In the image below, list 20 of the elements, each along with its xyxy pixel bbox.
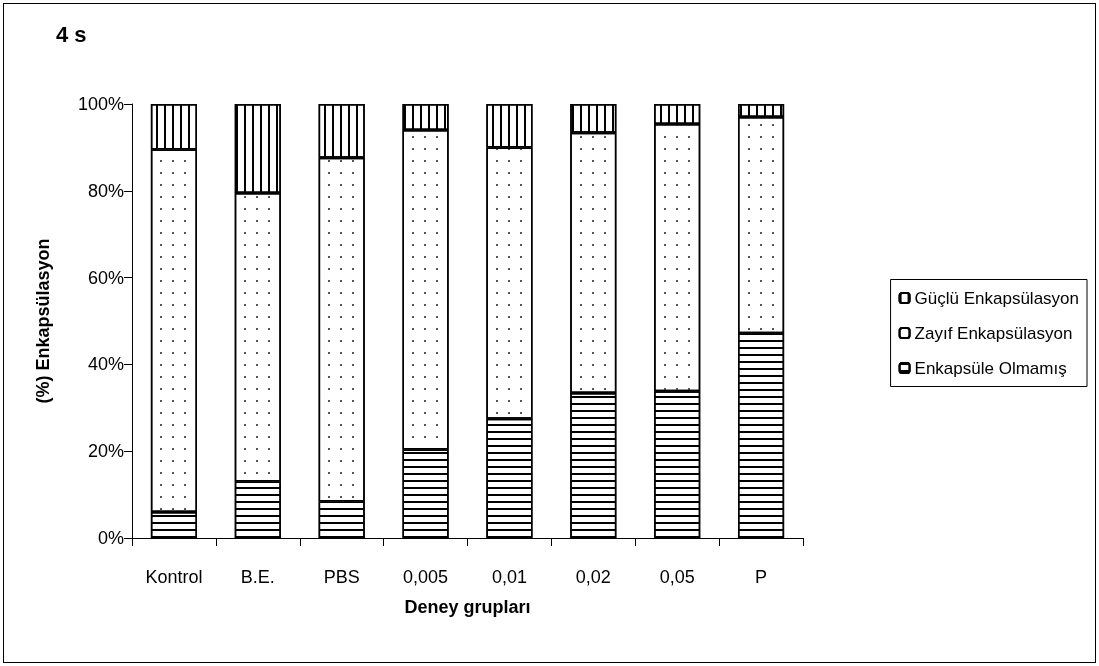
y-tick-label: 20%: [87, 441, 124, 462]
x-tick-label: B.E.: [240, 567, 275, 587]
x-tick-label: 0,01: [491, 567, 527, 587]
legend-label: Güçlü Enkapsülasyon: [914, 288, 1080, 308]
x-tick-label: 0,005: [403, 567, 449, 587]
chart-title: 4 s: [56, 21, 87, 47]
y-tick-label: 60%: [87, 267, 124, 288]
x-tick-label: 0,05: [659, 567, 695, 587]
legend-label: Enkapsüle Olmamış: [914, 358, 1067, 378]
y-tick-label: 40%: [87, 354, 124, 375]
x-tick-label: 0,02: [575, 567, 611, 587]
y-axis-title: (%) Enkapsülasyon: [33, 238, 53, 404]
x-tick-label: P: [755, 567, 768, 587]
x-tick-label: PBS: [323, 567, 360, 587]
legend-label: Zayıf Enkapsülasyon: [914, 323, 1073, 343]
y-tick-label: 80%: [87, 180, 124, 201]
x-tick-label: Kontrol: [145, 567, 203, 587]
y-tick-label: 0%: [97, 528, 124, 548]
y-tick-label: 100%: [77, 94, 124, 114]
x-axis-title: Deney grupları: [404, 597, 531, 617]
